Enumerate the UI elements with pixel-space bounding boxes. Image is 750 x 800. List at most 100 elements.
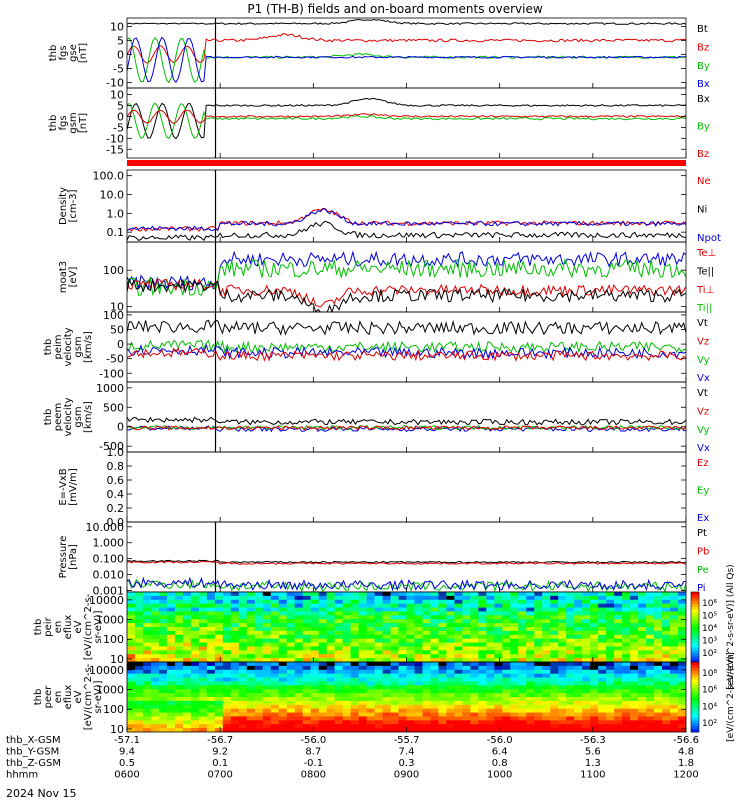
- spectrogram-cell: [286, 728, 296, 732]
- spectrogram-cell: [454, 646, 463, 651]
- spectrogram-cell: [318, 595, 328, 601]
- spectrogram-cell: [622, 607, 631, 613]
- spectrogram-cell: [326, 708, 336, 714]
- spectrogram-cell: [518, 700, 527, 706]
- spectrogram-cell: [174, 642, 184, 648]
- spectrogram-cell: [262, 630, 272, 636]
- spectrogram-cell: [574, 693, 583, 698]
- spectrogram-cell: [462, 677, 471, 683]
- spectrogram-cell: [558, 716, 567, 721]
- spectrogram-cell: [334, 623, 344, 628]
- spectrogram-cell: [326, 654, 336, 659]
- spectrogram-cell: [510, 595, 519, 601]
- spectrogram-cell: [494, 642, 503, 648]
- spectrogram-cell: [526, 607, 535, 613]
- spectrogram-cell: [262, 634, 272, 640]
- spectrogram-cell: [646, 708, 655, 714]
- spectrogram-cell: [470, 673, 479, 679]
- spectrogram-cell: [406, 728, 416, 732]
- spectrogram-cell: [470, 599, 479, 605]
- spectrogram-cell: [350, 689, 360, 694]
- spectrogram-cell: [574, 720, 583, 725]
- spectrogram-cell: [534, 724, 543, 729]
- spectrogram-cell: [462, 615, 471, 620]
- spectrogram-cell: [630, 677, 639, 683]
- spectrogram-cell: [366, 716, 376, 721]
- spectrogram-cell: [662, 630, 671, 636]
- spectrogram-cell: [422, 708, 432, 714]
- spectrogram-cell: [598, 603, 607, 609]
- spectrogram-cell: [662, 627, 671, 632]
- spectrogram-cell: [390, 724, 400, 729]
- spectrogram-cell: [318, 638, 328, 644]
- spectrogram-cell: [598, 712, 607, 718]
- spectrogram-cell: [366, 638, 376, 644]
- spectrogram-cell: [678, 650, 686, 655]
- spectrogram-cell: [430, 592, 440, 597]
- spectrogram-cell: [382, 642, 392, 648]
- spectrogram-cell: [254, 724, 264, 729]
- spectrogram-cell: [646, 677, 655, 683]
- y-tick-label: -100: [99, 367, 124, 380]
- spectrogram-cell: [558, 724, 567, 729]
- spectrogram-cell: [438, 728, 448, 732]
- series-Ti_par: [127, 258, 686, 297]
- spectrogram-cell: [542, 720, 551, 725]
- spectrogram-cell: [526, 630, 535, 636]
- spectrogram-cell: [518, 673, 527, 679]
- spectrogram-cell: [142, 634, 152, 640]
- spectrogram-cell: [398, 669, 408, 675]
- spectrogram-cell: [670, 654, 679, 659]
- colorbar-step: [691, 673, 699, 678]
- spectrogram-cell: [678, 677, 686, 683]
- spectrogram-cell: [630, 642, 639, 648]
- spectrogram-cell: [526, 634, 535, 640]
- spectrogram-cell: [510, 638, 519, 644]
- spectrogram-cell: [262, 662, 272, 667]
- spectrogram-cell: [182, 630, 192, 636]
- spectrogram-cell: [558, 700, 567, 706]
- spectrogram-cell: [502, 728, 511, 732]
- spectrogram-cell: [334, 654, 344, 659]
- spectrogram-cell: [598, 704, 607, 710]
- spectrogram-cell: [342, 693, 352, 698]
- spectrogram-cell: [174, 677, 184, 683]
- spectrogram-cell: [550, 599, 559, 605]
- spectrogram-cell: [654, 689, 663, 694]
- spectrogram-cell: [558, 697, 567, 702]
- spectrogram-cell: [422, 650, 432, 655]
- spectrogram-cell: [534, 595, 543, 601]
- spectrogram-cell: [214, 673, 224, 679]
- spectrogram-cell: [334, 650, 344, 655]
- spectrogram-cell: [127, 724, 136, 729]
- spectrogram-cell: [598, 700, 607, 706]
- spectrogram-cell: [438, 673, 448, 679]
- spectrogram-cell: [478, 697, 487, 702]
- spectrogram-cell: [526, 700, 535, 706]
- spectrogram-cell: [462, 592, 471, 597]
- spectrogram-cell: [294, 611, 304, 616]
- spectrogram-cell: [206, 650, 216, 655]
- spectrogram-cell: [286, 619, 296, 624]
- spectrogram-cell: [334, 665, 344, 671]
- spectrogram-cell: [166, 673, 176, 679]
- spectrogram-cell: [262, 665, 272, 671]
- spectrogram-cell: [222, 654, 232, 659]
- spectrogram-cell: [470, 662, 479, 667]
- spectrogram-cell: [598, 689, 607, 694]
- spectrogram-cell: [430, 673, 440, 679]
- spectrogram-cell: [534, 689, 543, 694]
- spectrogram-cell: [542, 708, 551, 714]
- time-axis-value: 1100: [580, 770, 605, 781]
- spectrogram-cell: [630, 712, 639, 718]
- spectrogram-cell: [654, 724, 663, 729]
- spectrogram-cell: [622, 693, 631, 698]
- spectrogram-cell: [246, 673, 256, 679]
- spectrogram-cell: [127, 681, 136, 686]
- spectrogram-cell: [214, 712, 224, 718]
- spectrogram-cell: [206, 592, 216, 597]
- spectrogram-cell: [318, 724, 328, 729]
- spectrogram-cell: [502, 712, 511, 718]
- legend-Vt: Vt: [697, 318, 708, 329]
- spectrogram-cell: [390, 592, 400, 597]
